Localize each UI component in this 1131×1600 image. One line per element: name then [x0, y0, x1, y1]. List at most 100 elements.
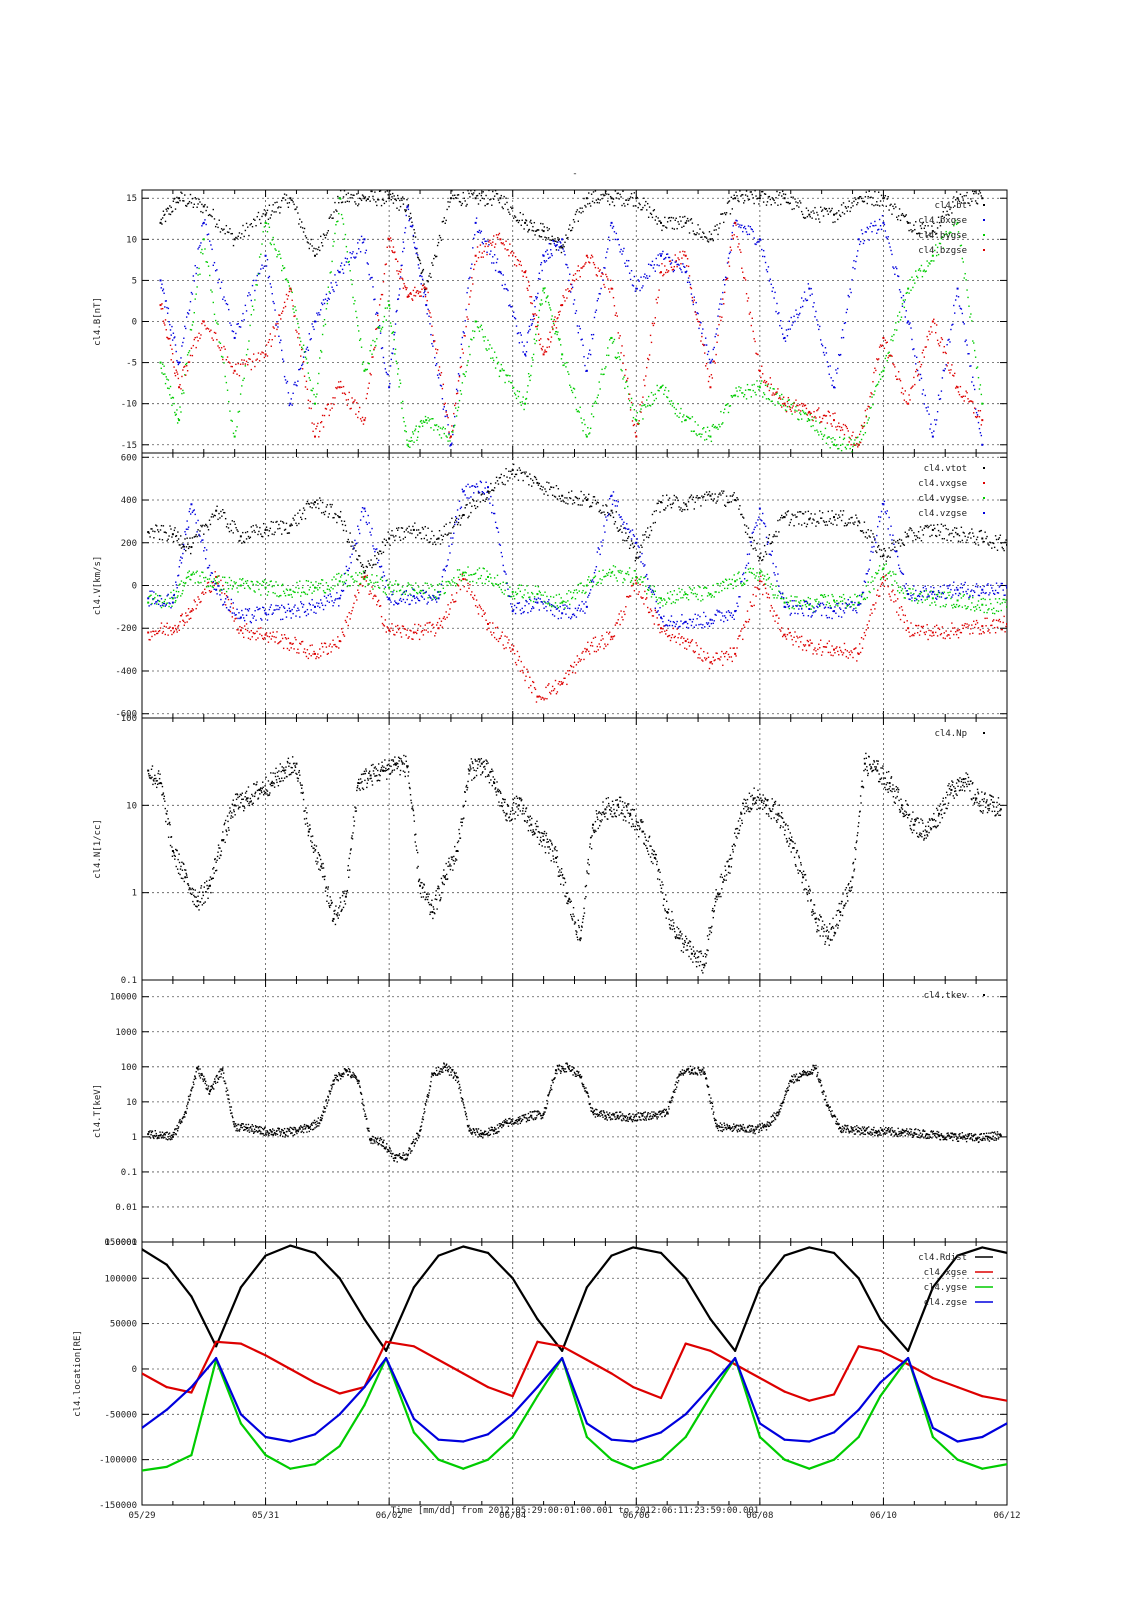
data-point	[958, 305, 961, 307]
data-point	[825, 415, 828, 417]
data-point	[398, 270, 400, 273]
data-point	[182, 619, 184, 621]
data-point	[615, 511, 618, 513]
data-point	[394, 198, 396, 200]
data-point	[306, 500, 309, 503]
data-point	[369, 564, 371, 566]
data-point	[428, 275, 430, 277]
data-point	[817, 214, 819, 216]
data-point	[855, 514, 857, 516]
data-point	[251, 305, 254, 307]
data-point	[665, 256, 667, 259]
data-point	[305, 655, 308, 658]
data-point	[965, 390, 967, 392]
data-point	[614, 190, 617, 192]
data-point	[826, 437, 829, 439]
data-point	[988, 544, 990, 546]
data-point	[350, 193, 352, 196]
data-point	[822, 435, 825, 438]
data-point	[389, 307, 391, 310]
data-point	[218, 341, 220, 343]
data-point	[613, 231, 616, 233]
data-point	[846, 427, 849, 430]
data-point	[562, 244, 564, 246]
data-point	[537, 277, 540, 280]
data-point	[161, 372, 163, 374]
data-point	[264, 213, 267, 216]
data-point	[527, 385, 529, 387]
data-point	[642, 285, 644, 287]
data-point	[261, 351, 263, 353]
data-point	[448, 431, 450, 433]
data-point	[360, 199, 363, 202]
data-point	[588, 192, 590, 194]
data-point	[544, 287, 546, 289]
data-point	[943, 370, 945, 372]
data-point	[716, 426, 718, 429]
data-point	[396, 207, 398, 209]
data-point	[668, 216, 671, 219]
data-point	[397, 368, 400, 370]
data-point	[913, 376, 915, 379]
data-point	[880, 194, 883, 197]
data-point	[221, 515, 223, 517]
data-point	[880, 228, 883, 231]
data-point	[900, 214, 903, 216]
data-point	[677, 221, 679, 223]
data-point	[752, 197, 754, 199]
data-point	[324, 298, 327, 300]
data-point	[876, 384, 878, 386]
data-point	[435, 363, 438, 365]
data-point	[477, 326, 480, 329]
data-point	[717, 233, 719, 236]
data-point	[701, 433, 703, 436]
data-point	[852, 445, 854, 448]
data-point	[836, 212, 838, 214]
data-point	[987, 543, 989, 545]
data-point	[474, 254, 477, 257]
data-point	[667, 217, 670, 219]
data-point	[264, 633, 267, 636]
data-point	[720, 213, 722, 215]
data-point	[301, 640, 304, 643]
data-point	[848, 200, 850, 202]
data-point	[387, 300, 389, 302]
data-point	[853, 442, 855, 445]
data-point	[421, 271, 423, 274]
data-point	[906, 220, 908, 223]
data-point	[257, 211, 260, 214]
data-point	[380, 293, 383, 296]
data-point	[555, 331, 557, 333]
data-point	[202, 221, 205, 224]
data-point	[616, 315, 618, 317]
data-point	[362, 195, 365, 197]
data-point	[612, 198, 615, 200]
data-point	[419, 291, 422, 293]
data-point	[339, 640, 342, 643]
data-point	[680, 407, 682, 410]
data-point	[515, 220, 518, 222]
data-point	[871, 203, 873, 206]
data-point	[622, 362, 624, 365]
data-point	[442, 220, 445, 223]
data-point	[646, 357, 649, 360]
data-point	[762, 559, 764, 561]
data-point	[243, 625, 246, 627]
data-point	[459, 389, 462, 392]
data-point	[402, 241, 405, 243]
data-point	[906, 322, 908, 324]
data-point	[950, 231, 952, 234]
data-point	[778, 397, 780, 400]
data-point	[946, 539, 948, 541]
data-point	[499, 369, 502, 372]
data-point	[887, 196, 889, 198]
data-point	[533, 221, 536, 224]
data-point	[171, 627, 174, 630]
data-point	[761, 248, 763, 251]
data-point	[457, 373, 460, 375]
data-point	[682, 263, 684, 265]
data-point	[800, 210, 803, 213]
data-point	[321, 303, 324, 306]
data-point	[191, 608, 194, 610]
data-point	[373, 563, 375, 566]
